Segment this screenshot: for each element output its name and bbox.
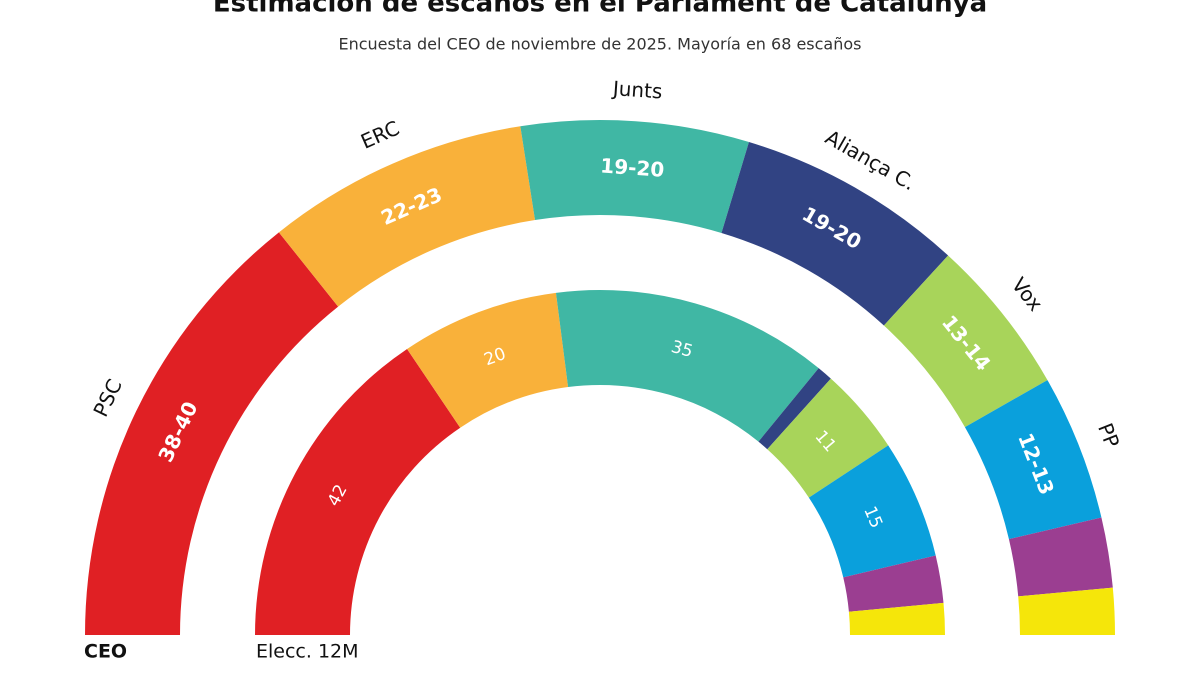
seat-segment [843,555,944,612]
party-label: PSC [88,375,126,420]
seat-segment [85,232,339,635]
ring-label: Elecc. 12M [256,641,359,663]
seat-segment [808,445,936,578]
chart-title: Estimación de escaños en el Parlament de… [213,0,987,19]
seat-segment [883,255,1048,428]
seat-segment [721,142,949,326]
party-label: ERC [357,116,403,154]
seat-segment [767,378,889,498]
seat-segment [1018,587,1115,635]
seat-segment [848,602,945,635]
seat-segment [255,348,461,635]
seat-segment [1008,517,1113,597]
seat-segment [278,126,536,307]
seat-segment [407,292,569,428]
seat-segment [758,368,831,450]
seat-segment [520,119,749,233]
ring-label: CEO [84,641,127,663]
seat-segment [555,290,819,442]
party-label: Vox [1007,273,1048,316]
value-label: 19-20 [600,153,665,181]
chart-subtitle: Encuesta del CEO de noviembre de 2025. M… [338,35,861,54]
party-label: PP [1093,420,1124,451]
party-label: Junts [610,76,663,103]
seat-segment [964,380,1102,540]
